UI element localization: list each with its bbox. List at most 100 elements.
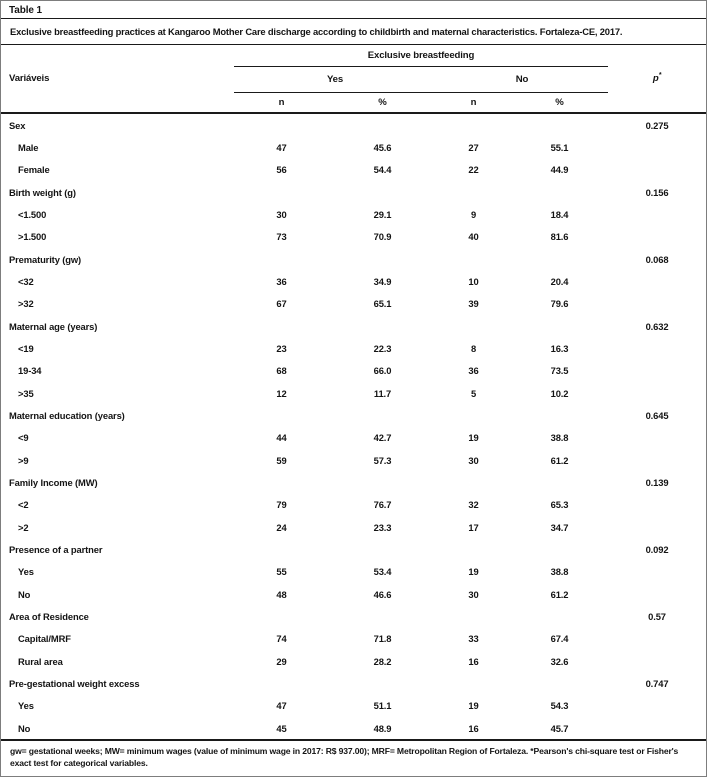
table-row: >35 12 11.7 5 10.2 — [1, 382, 706, 404]
subgroup-header-yes: Yes — [326, 74, 344, 85]
yes-pct-cell: 65.1 — [373, 298, 392, 310]
yes-pct-cell: 29.1 — [373, 208, 392, 220]
table-row: No 48 46.6 30 61.2 — [1, 583, 706, 605]
row-label: Family Income (MW) — [9, 476, 98, 488]
row-label: <2 — [18, 499, 29, 511]
measure-header-row: n % n % — [234, 93, 608, 112]
yes-pct-cell: 46.6 — [373, 588, 392, 600]
p-value-cell: 0.068 — [645, 253, 669, 265]
yes-n-cell: 56 — [276, 164, 287, 176]
p-value-cell: 0.57 — [648, 610, 666, 622]
yes-n-cell: 67 — [276, 298, 287, 310]
yes-n-cell: 68 — [276, 365, 287, 377]
table-row: Maternal age (years) 0.632 — [1, 315, 706, 337]
no-pct-cell: 38.8 — [550, 432, 569, 444]
no-n-cell: 9 — [470, 208, 477, 220]
no-n-cell: 32 — [468, 499, 479, 511]
table-header: Variáveis Exclusive breastfeeding Yes No… — [1, 45, 706, 114]
no-pct-cell: 16.3 — [550, 342, 569, 354]
no-pct-cell: 73.5 — [550, 365, 569, 377]
yes-n-cell: 47 — [276, 700, 287, 712]
table-caption: Exclusive breastfeeding practices at Kan… — [1, 19, 706, 45]
no-n-cell: 27 — [468, 141, 479, 153]
yes-n-cell: 55 — [276, 566, 287, 578]
table-row: Capital/MRF 74 71.8 33 67.4 — [1, 628, 706, 650]
table-row: <9 44 42.7 19 38.8 — [1, 427, 706, 449]
yes-pct-cell: 45.6 — [373, 141, 392, 153]
no-n-cell: 5 — [470, 387, 477, 399]
no-pct-cell: 67.4 — [550, 633, 569, 645]
no-n-cell: 40 — [468, 231, 479, 243]
no-n-cell: 39 — [468, 298, 479, 310]
p-label: p — [652, 73, 659, 84]
row-label: Capital/MRF — [18, 633, 71, 645]
yes-n-cell: 44 — [276, 432, 287, 444]
table-row: Family Income (MW) 0.139 — [1, 471, 706, 493]
p-value-cell: 0.747 — [645, 677, 669, 689]
row-label: Yes — [18, 700, 34, 712]
no-pct-cell: 61.2 — [550, 588, 569, 600]
table-row: Birth weight (g) 0.156 — [1, 181, 706, 203]
yes-n-cell: 48 — [276, 588, 287, 600]
group-header-label: Exclusive breastfeeding — [234, 45, 608, 67]
yes-n-cell: 59 — [276, 454, 287, 466]
row-label: >32 — [18, 298, 34, 310]
measure-header-yes-n: n — [278, 97, 285, 108]
row-label: Maternal age (years) — [9, 320, 98, 332]
measure-header-no-pct: % — [555, 97, 564, 108]
yes-n-cell: 12 — [276, 387, 287, 399]
no-pct-cell: 32.6 — [550, 655, 569, 667]
p-asterisk: * — [658, 71, 662, 79]
table-row: Male 47 45.6 27 55.1 — [1, 136, 706, 158]
no-n-cell: 17 — [468, 521, 479, 533]
no-pct-cell: 10.2 — [550, 387, 569, 399]
yes-pct-cell: 34.9 — [373, 275, 392, 287]
yes-n-cell: 24 — [276, 521, 287, 533]
row-label: Female — [18, 164, 50, 176]
yes-pct-cell: 28.2 — [373, 655, 392, 667]
no-pct-cell: 18.4 — [550, 208, 569, 220]
table-row: Female 56 54.4 22 44.9 — [1, 159, 706, 181]
table-row: <1.500 30 29.1 9 18.4 — [1, 203, 706, 225]
no-pct-cell: 38.8 — [550, 566, 569, 578]
subgroup-header-no: No — [515, 74, 529, 85]
row-label: No — [18, 588, 31, 600]
no-pct-cell: 81.6 — [550, 231, 569, 243]
yes-pct-cell: 42.7 — [373, 432, 392, 444]
table-row: <2 79 76.7 32 65.3 — [1, 494, 706, 516]
no-n-cell: 30 — [468, 454, 479, 466]
column-header-p-value: p* — [608, 71, 706, 84]
row-label: Yes — [18, 566, 34, 578]
yes-n-cell: 74 — [276, 633, 287, 645]
row-label: No — [18, 722, 31, 734]
yes-pct-cell: 66.0 — [373, 365, 392, 377]
yes-pct-cell: 23.3 — [373, 521, 392, 533]
table-row: >2 24 23.3 17 34.7 — [1, 516, 706, 538]
yes-pct-cell: 53.4 — [373, 566, 392, 578]
table-row: Rural area 29 28.2 16 32.6 — [1, 650, 706, 672]
no-pct-cell: 20.4 — [550, 275, 569, 287]
yes-n-cell: 73 — [276, 231, 287, 243]
yes-n-cell: 29 — [276, 655, 287, 667]
no-n-cell: 16 — [468, 722, 479, 734]
no-n-cell: 16 — [468, 655, 479, 667]
table-body: Sex 0.275 Male 47 45.6 27 55.1 Female 56… — [1, 114, 706, 741]
p-value-cell: 0.275 — [645, 119, 669, 131]
no-pct-cell: 55.1 — [550, 141, 569, 153]
table-row: Yes 55 53.4 19 38.8 — [1, 561, 706, 583]
yes-pct-cell: 57.3 — [373, 454, 392, 466]
p-value-cell: 0.156 — [645, 186, 669, 198]
row-label: Pre-gestational weight excess — [9, 677, 140, 689]
yes-n-cell: 47 — [276, 141, 287, 153]
no-n-cell: 36 — [468, 365, 479, 377]
yes-pct-cell: 22.3 — [373, 342, 392, 354]
row-label: >9 — [18, 454, 29, 466]
p-value-cell: 0.139 — [645, 476, 669, 488]
table-row: <19 23 22.3 8 16.3 — [1, 337, 706, 359]
no-n-cell: 19 — [468, 700, 479, 712]
no-n-cell: 19 — [468, 566, 479, 578]
no-pct-cell: 54.3 — [550, 700, 569, 712]
row-label: Maternal education (years) — [9, 409, 125, 421]
p-value-cell: 0.645 — [645, 409, 669, 421]
